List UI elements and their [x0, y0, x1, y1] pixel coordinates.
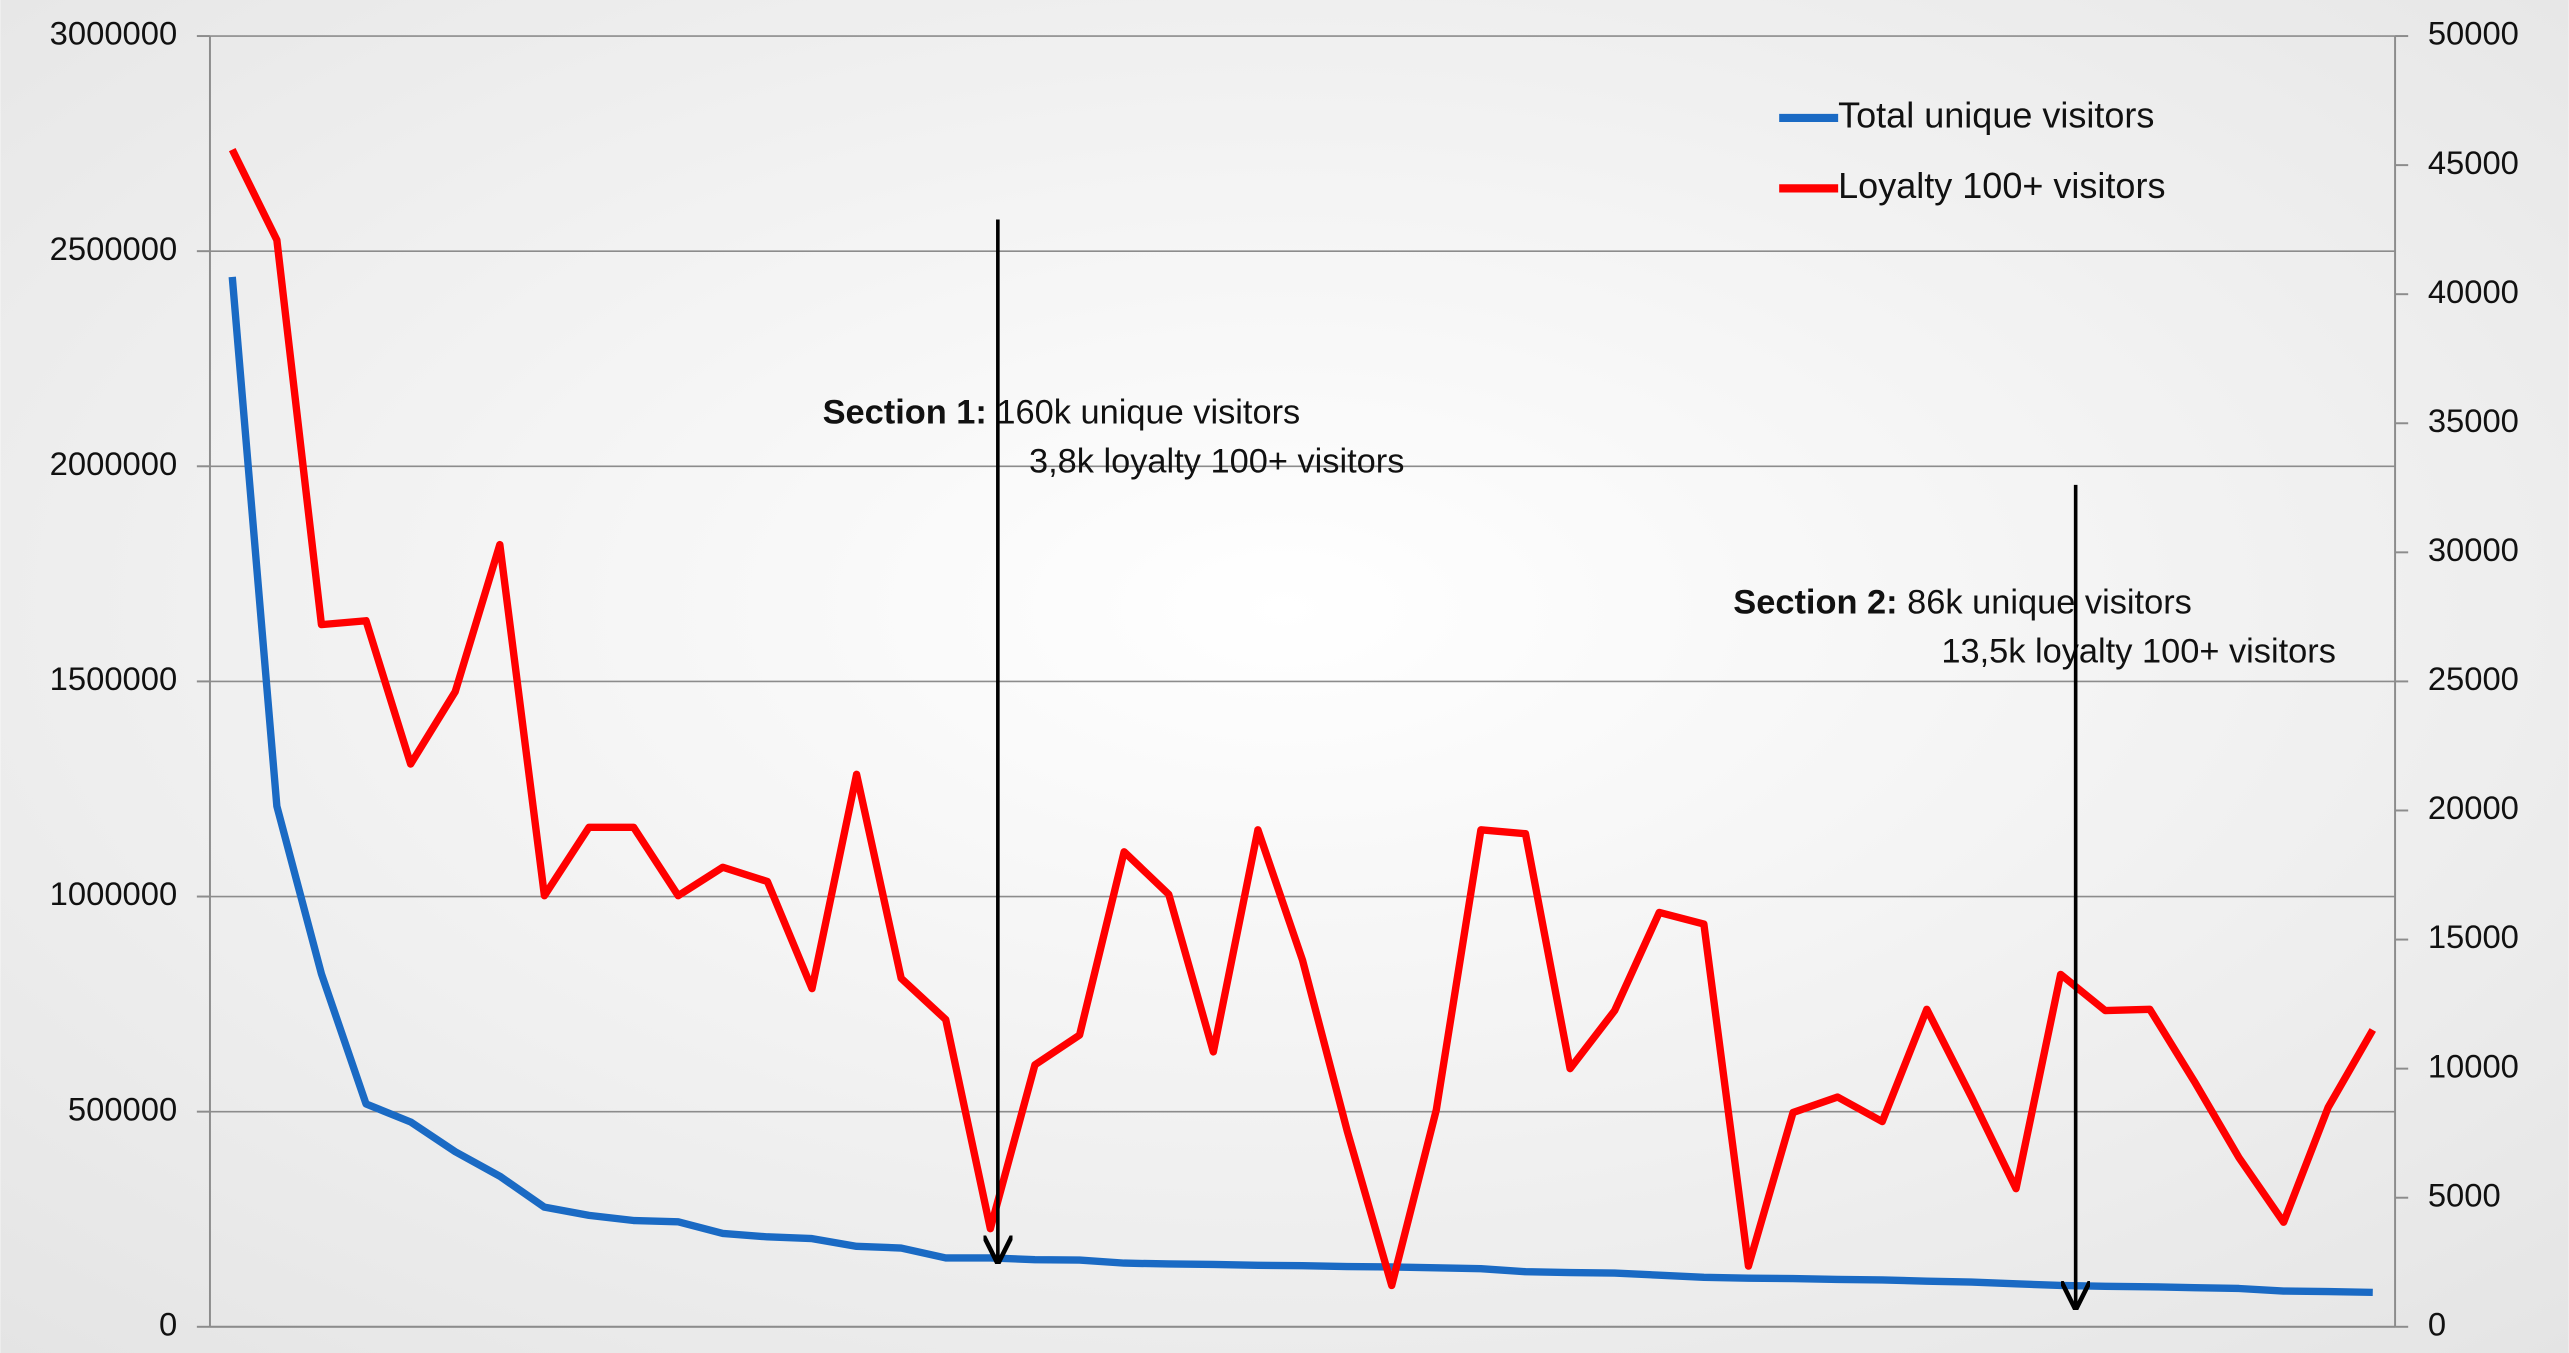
y2-tick-label: 45000	[2428, 144, 2519, 181]
y-tick-label: 3000000	[50, 15, 178, 52]
y2-tick-label: 20000	[2428, 789, 2519, 826]
y-tick-label: 1500000	[50, 660, 178, 697]
y2-tick-label: 15000	[2428, 918, 2519, 955]
legend-label: Total unique visitors	[1838, 94, 2154, 135]
y2-tick-label: 0	[2428, 1305, 2446, 1342]
y-tick-label: 1000000	[50, 875, 178, 912]
y-tick-label: 0	[159, 1305, 177, 1342]
y2-tick-label: 10000	[2428, 1047, 2519, 1084]
y2-tick-label: 50000	[2428, 15, 2519, 52]
annotation-text: 160k unique visitors	[987, 393, 1300, 431]
y2-tick-label: 25000	[2428, 660, 2519, 697]
y2-tick-label: 30000	[2428, 531, 2519, 568]
y-tick-label: 2500000	[50, 230, 178, 267]
annotation: Section 1: 160k unique visitors	[823, 393, 1301, 431]
series-line	[228, 147, 2376, 1290]
legend-label: Loyalty 100+ visitors	[1838, 165, 2165, 206]
y2-tick-label: 5000	[2428, 1176, 2501, 1213]
y-tick-label: 2000000	[50, 445, 178, 482]
y2-tick-label: 35000	[2428, 402, 2519, 439]
annotation-bold: Section 2:	[1733, 584, 1897, 622]
annotation: Section 2: 86k unique visitors	[1733, 584, 2192, 622]
annotation-line2: 3,8k loyalty 100+ visitors	[1029, 443, 1404, 481]
series-line	[228, 276, 2373, 1297]
y2-tick-label: 40000	[2428, 273, 2519, 310]
y-tick-label: 500000	[68, 1090, 177, 1127]
annotation-bold: Section 1:	[823, 393, 987, 431]
annotation-text: 86k unique visitors	[1898, 584, 2192, 622]
annotation-line2: 13,5k loyalty 100+ visitors	[1941, 633, 2336, 671]
